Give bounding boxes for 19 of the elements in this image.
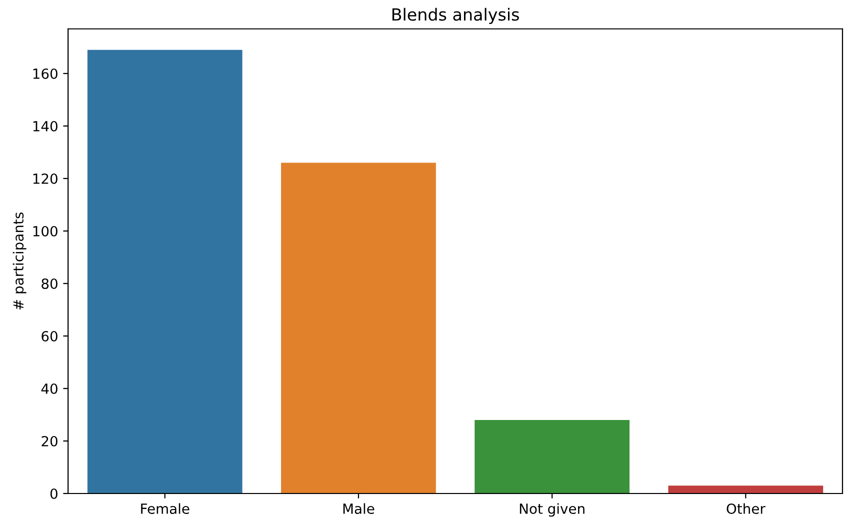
x-tick-label: Other <box>726 503 766 514</box>
bar <box>474 420 630 494</box>
y-tick-label: 100 <box>33 226 58 236</box>
x-tick-label: Not given <box>520 503 584 517</box>
bar <box>87 50 242 494</box>
y-tick-label: 160 <box>33 68 58 79</box>
y-tick-label: 40 <box>41 383 58 394</box>
y-tick-label: 140 <box>33 120 58 132</box>
bar <box>281 162 436 494</box>
y-axis-title: # participants <box>12 212 26 310</box>
chart-title: Blends analysis <box>392 8 519 24</box>
y-tick-label: 20 <box>42 436 58 446</box>
bar <box>668 486 824 494</box>
y-tick-label: 120 <box>33 173 58 184</box>
y-tick-label: 60 <box>42 330 58 342</box>
y-tick-label: 0 <box>50 488 58 499</box>
y-tick-label: 80 <box>42 278 58 289</box>
x-tick-label: Female <box>141 503 190 514</box>
x-tick-label: Male <box>343 503 374 514</box>
